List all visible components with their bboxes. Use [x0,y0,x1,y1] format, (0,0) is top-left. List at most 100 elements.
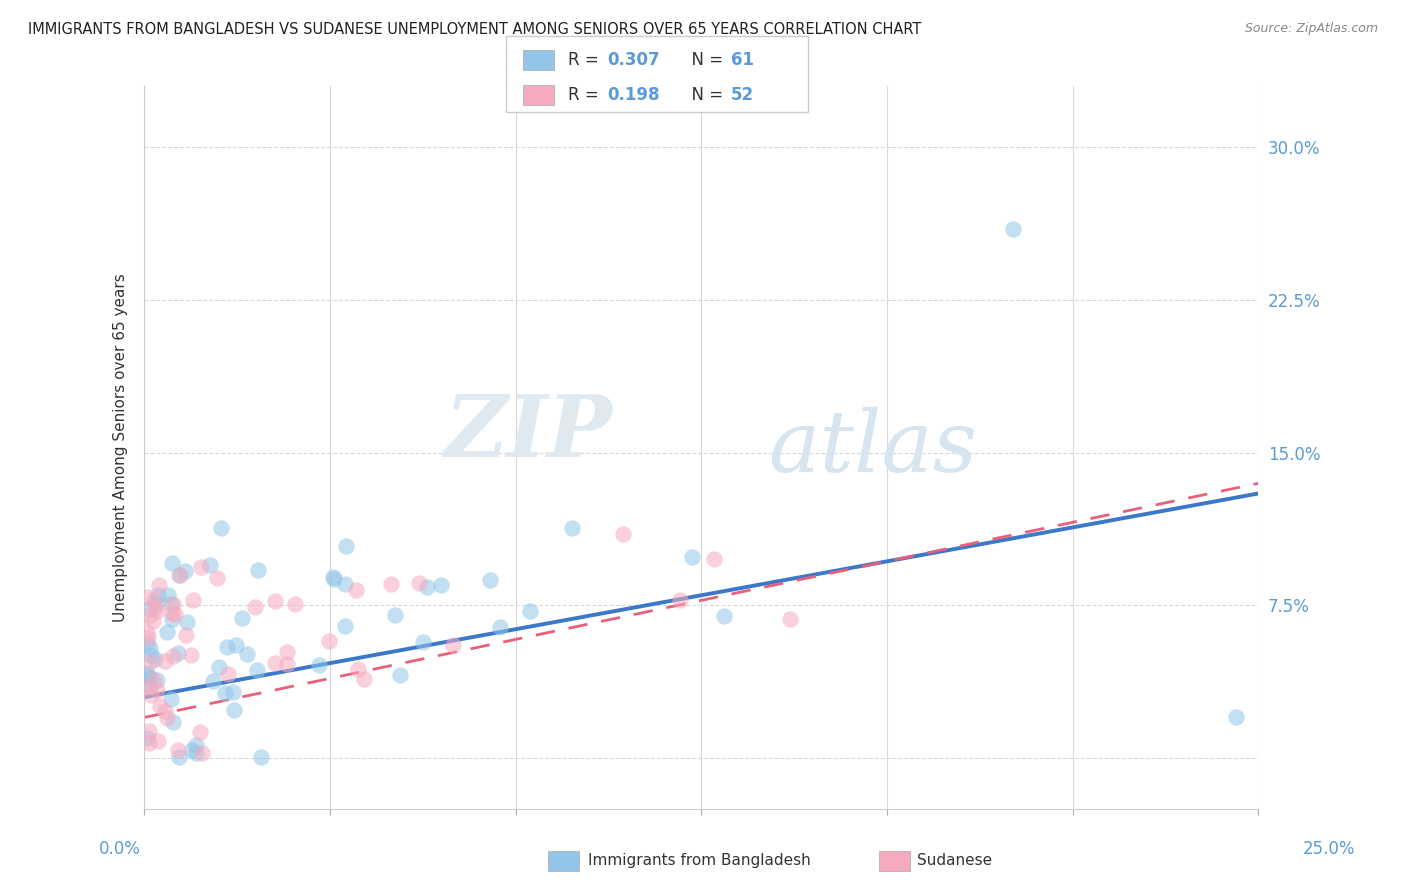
Point [153,704,176,718]
Text: 0.198: 0.198 [607,86,659,103]
Point [264,594,287,608]
Point [188,725,211,739]
Point [215,640,238,654]
Text: 0.0%: 0.0% [98,840,141,858]
Point [191,747,214,761]
Text: 0.307: 0.307 [607,51,659,69]
Point [167,750,190,764]
Point [214,686,236,700]
Point [519,604,541,618]
Text: IMMIGRANTS FROM BANGLADESH VS SUDANESE UNEMPLOYMENT AMONG SENIORS OVER 65 YEARS : IMMIGRANTS FROM BANGLADESH VS SUDANESE U… [28,22,921,37]
Point [430,578,453,592]
Point [308,658,330,673]
Point [139,688,162,702]
Y-axis label: Unemployment Among Seniors over 65 years: Unemployment Among Seniors over 65 years [114,273,128,622]
Point [1225,710,1247,724]
Point [335,539,357,553]
Point [162,714,184,729]
Point [169,568,191,582]
Point [318,634,340,648]
Point [333,576,356,591]
Point [160,607,183,621]
Point [346,583,368,598]
Point [612,527,634,541]
Point [276,644,298,658]
Point [221,685,243,699]
Point [149,698,172,713]
Point [135,731,157,746]
Point [335,619,357,633]
Point [681,549,703,564]
Point [167,743,190,757]
Point [165,607,187,622]
Point [250,750,273,764]
Text: Immigrants from Bangladesh: Immigrants from Bangladesh [588,854,810,868]
Point [146,588,169,602]
Point [143,652,166,666]
Point [184,746,207,760]
Point [208,660,231,674]
Point [561,521,583,535]
Point [703,551,725,566]
Point [143,673,166,688]
Point [148,578,170,592]
Point [1002,222,1025,236]
Text: R =: R = [568,86,605,103]
Point [713,608,735,623]
Point [145,596,167,610]
Point [388,668,411,682]
Point [779,611,801,625]
Text: 25.0%: 25.0% [1302,840,1355,858]
Point [380,577,402,591]
Point [201,674,224,689]
Point [323,572,346,586]
Point [135,668,157,682]
Point [142,593,165,607]
Point [412,635,434,649]
Text: atlas: atlas [768,407,977,489]
Point [160,691,183,706]
Point [156,711,179,725]
Point [138,608,160,623]
Point [198,558,221,573]
Point [135,624,157,639]
Point [157,588,180,602]
Point [263,656,285,670]
Point [180,648,202,663]
Point [176,628,198,642]
Point [181,743,204,757]
Point [181,593,204,607]
Point [138,640,160,655]
Point [146,673,169,687]
Point [489,620,512,634]
Point [135,636,157,650]
Point [190,559,212,574]
Point [146,682,169,697]
Text: R =: R = [568,51,605,69]
Point [217,666,239,681]
Point [209,521,232,535]
Point [176,615,198,629]
Point [138,602,160,616]
Point [222,703,245,717]
Point [346,662,368,676]
Point [353,672,375,686]
Text: ZIP: ZIP [444,392,612,475]
Point [169,567,191,582]
Point [138,671,160,685]
Point [205,571,228,585]
Text: N =: N = [681,51,728,69]
Point [669,592,692,607]
Point [156,625,179,640]
Point [246,563,269,577]
Point [160,612,183,626]
Point [441,638,464,652]
Point [408,576,430,591]
Text: N =: N = [681,86,728,103]
Point [284,597,307,611]
Point [142,615,165,629]
Text: 52: 52 [731,86,754,103]
Point [139,679,162,693]
Point [136,630,159,644]
Point [143,601,166,615]
